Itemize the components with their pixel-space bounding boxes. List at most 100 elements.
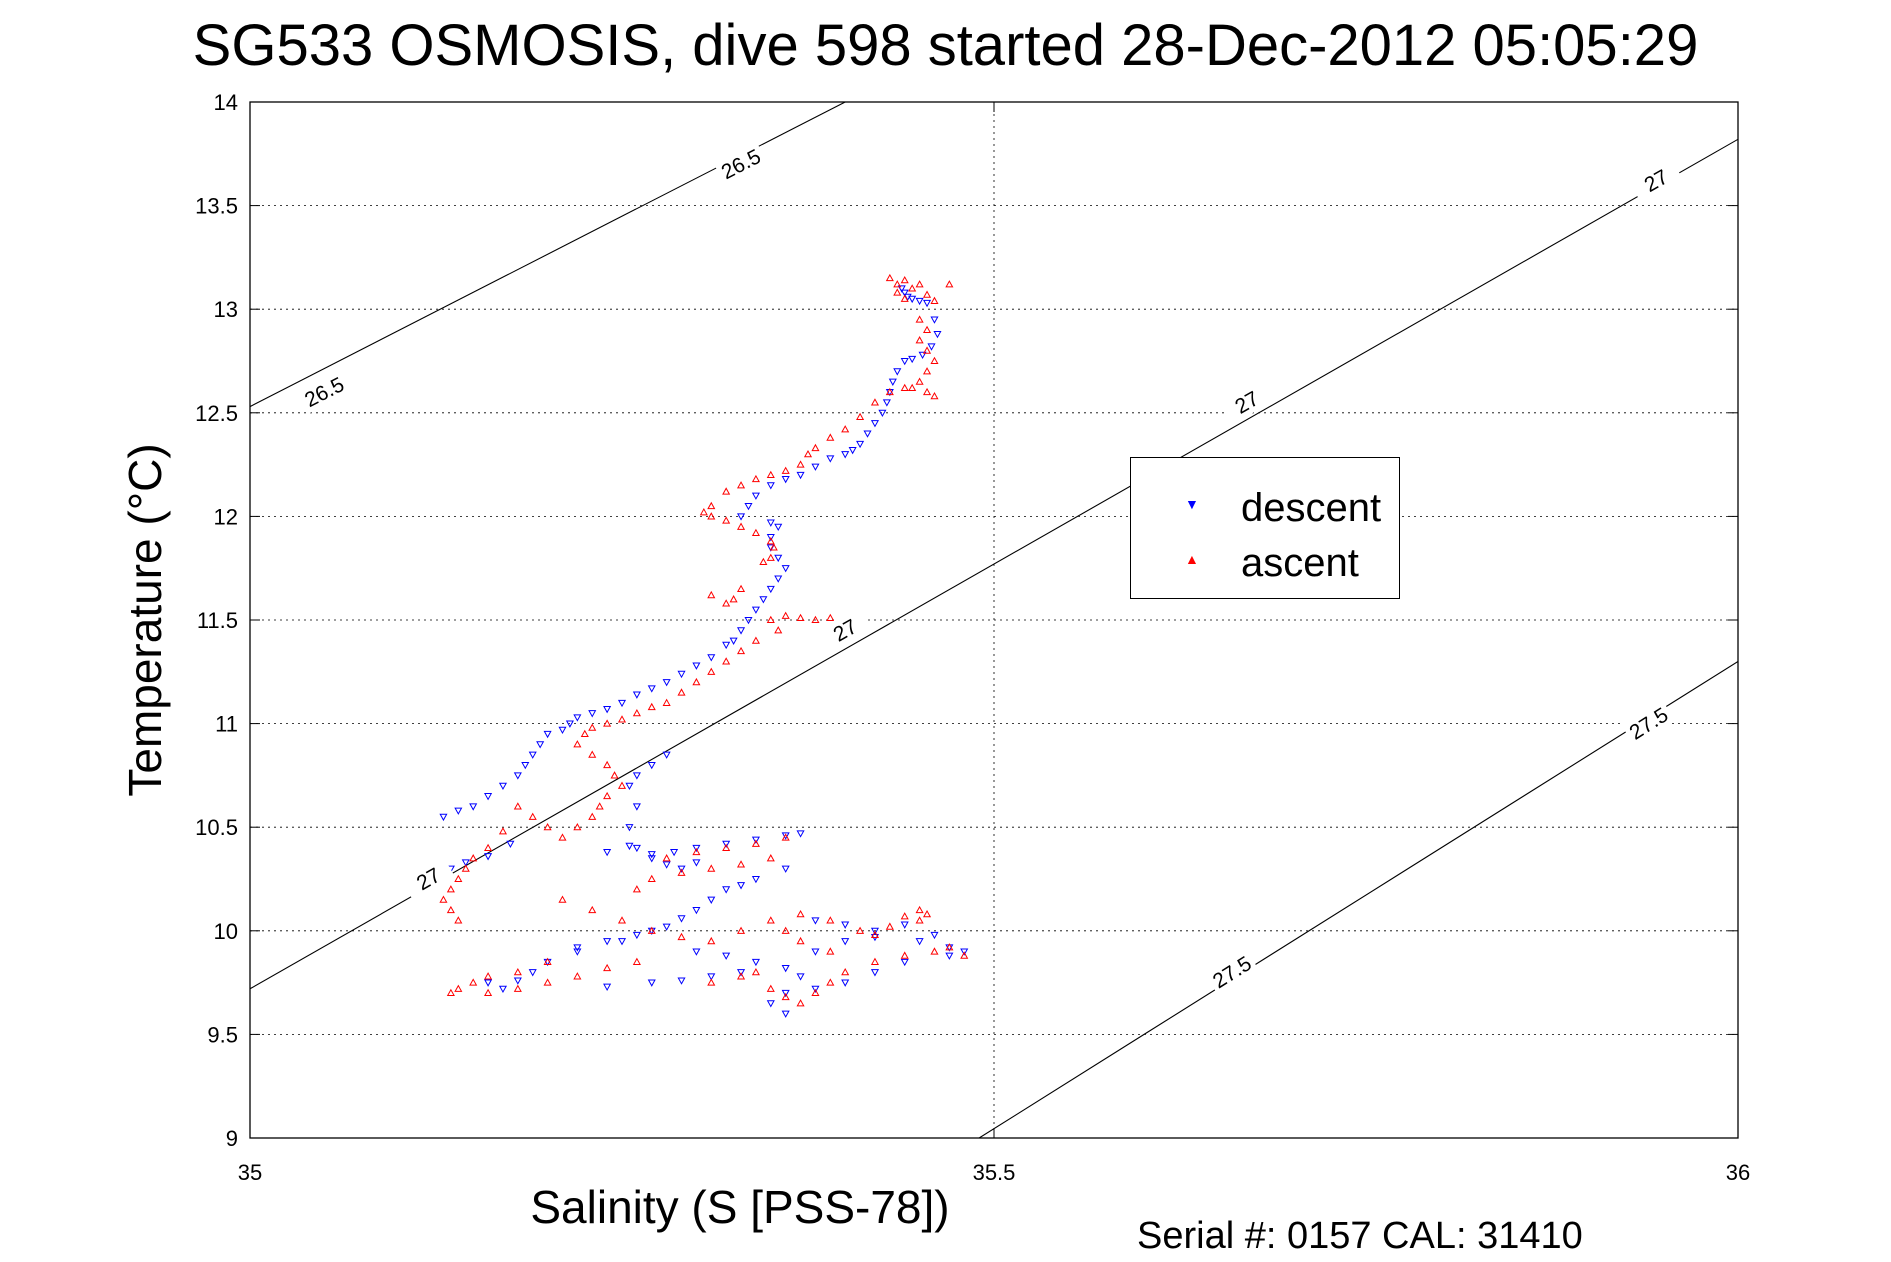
descent-point — [751, 958, 760, 967]
descent-point — [908, 295, 917, 304]
ascent-point — [915, 905, 924, 914]
x-tick-label: 35.5 — [973, 1160, 1016, 1185]
descent-point — [498, 985, 508, 994]
descent-point — [897, 285, 906, 293]
descent-point — [781, 565, 790, 573]
legend-label-descent: descent — [1241, 486, 1382, 530]
descent-point — [662, 923, 671, 931]
y-tick-label: 10.5 — [195, 815, 238, 840]
ascent-point — [870, 398, 880, 406]
ascent-point — [796, 909, 805, 918]
descent-point — [781, 1010, 790, 1018]
ascent-point — [588, 905, 597, 914]
ascent-point — [736, 584, 746, 592]
descent-point — [513, 772, 522, 780]
y-axis-label: Temperature (°C) — [119, 443, 171, 797]
ascent-point — [707, 590, 716, 599]
y-tick-label: 11 — [215, 712, 238, 737]
ascent-point — [781, 992, 790, 1001]
ascent-point — [513, 968, 522, 976]
ascent-point — [781, 926, 790, 934]
descent-point — [900, 958, 909, 967]
x-tick-label: 36 — [1726, 1160, 1750, 1185]
ascent-point — [900, 275, 909, 284]
descent-point — [744, 616, 753, 625]
ascent-point — [796, 999, 805, 1007]
descent-point — [915, 938, 924, 946]
ascent-point — [751, 968, 760, 976]
axis-ticks: 35 35.5 36 9 9.5 10 10.5 11 11.5 12 12.5 13 13.5 14 — [195, 90, 1750, 1185]
y-tick-label: 12.5 — [195, 401, 238, 426]
descent-point — [558, 726, 567, 735]
descent-point — [781, 476, 790, 484]
ascent-point — [595, 802, 604, 810]
ascent-point — [588, 723, 597, 731]
ascent-point — [811, 615, 820, 624]
descent-point — [811, 917, 820, 925]
descent-point — [632, 772, 641, 780]
descent-point — [930, 316, 939, 324]
descent-point — [918, 351, 927, 360]
ascent-point — [736, 860, 746, 868]
ascent-point — [774, 626, 783, 634]
descent-point — [766, 544, 775, 552]
descent-point — [692, 844, 701, 853]
ascent-point — [922, 290, 932, 298]
y-tick-label: 12 — [214, 504, 238, 529]
contour-label-bg — [1620, 698, 1676, 747]
descent-point — [826, 455, 835, 463]
ascent-point — [841, 968, 850, 976]
descent-point — [900, 289, 909, 297]
descent-point — [960, 948, 969, 956]
descent-point — [870, 420, 880, 428]
descent-point — [498, 782, 508, 790]
ascent-point — [439, 895, 448, 903]
ascent-point — [900, 383, 909, 391]
ascent-point — [930, 296, 939, 304]
y-tick-label: 13.5 — [195, 194, 238, 219]
descent-point — [707, 896, 716, 904]
ascent-point — [922, 367, 932, 375]
descent-point — [484, 853, 493, 861]
ascent-point — [885, 273, 894, 282]
ascent-point — [632, 885, 641, 893]
descent-point — [722, 886, 731, 894]
ascent-point — [900, 294, 909, 302]
descent-point — [900, 921, 909, 929]
descent-point — [729, 637, 738, 645]
descent-point — [796, 471, 805, 480]
x-axis-label: Salinity (S [PSS-78]) — [530, 1181, 950, 1233]
ascent-point — [915, 916, 924, 924]
ascent-point — [826, 916, 835, 924]
descent-point — [781, 865, 790, 873]
ascent-point — [766, 916, 775, 924]
ascent-point — [617, 916, 627, 924]
y-tick-label: 10 — [214, 919, 238, 944]
ascent-point — [893, 288, 902, 296]
descent-point — [647, 979, 656, 987]
descent-point — [751, 875, 760, 884]
contour-label-bg — [1219, 378, 1274, 425]
ascent-point — [647, 926, 656, 934]
ascent-point — [766, 537, 775, 545]
ascent-point — [707, 864, 716, 872]
ascent-point — [826, 433, 835, 441]
ascent-point — [885, 387, 894, 396]
ascent-point — [736, 646, 746, 655]
descent-point — [722, 952, 731, 960]
descent-point — [744, 502, 753, 511]
ascent-point — [736, 522, 746, 530]
ascent-point — [461, 864, 470, 872]
ascent-point — [751, 636, 760, 644]
descent-point — [647, 851, 656, 859]
ascent-point — [528, 812, 537, 820]
ascent-point — [900, 951, 909, 959]
ascent-point — [826, 978, 835, 986]
ascent-point — [484, 972, 493, 980]
ascent-point — [632, 957, 641, 965]
descent-point — [506, 840, 515, 849]
descent-point — [603, 849, 612, 857]
ascent-point — [960, 951, 969, 959]
descent-point — [811, 985, 820, 994]
